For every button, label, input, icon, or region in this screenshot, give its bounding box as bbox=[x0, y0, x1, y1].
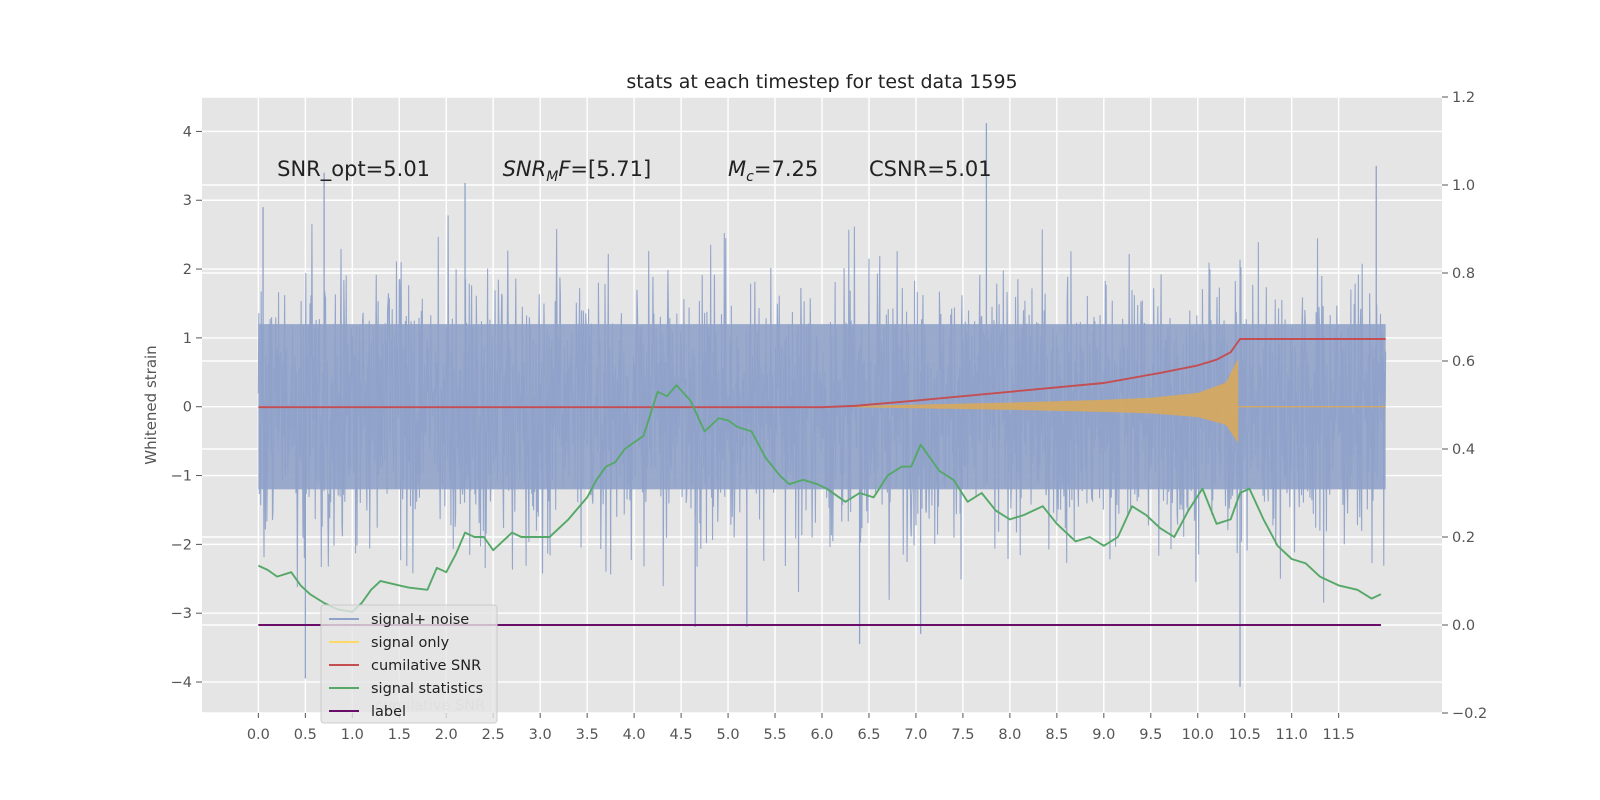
y2-tick-label: 1.0 bbox=[1452, 178, 1475, 194]
y-tick-label: −2 bbox=[171, 537, 192, 553]
x-tick-label: 8.0 bbox=[998, 727, 1021, 743]
y-tick-label: 3 bbox=[183, 193, 192, 209]
y2-tick-label: 0.8 bbox=[1452, 266, 1475, 282]
snr-opt-annotation: SNR_opt=5.01 bbox=[277, 157, 430, 182]
x-tick-label: 0.0 bbox=[247, 727, 270, 743]
csnr-annotation: CSNR=5.01 bbox=[869, 157, 992, 181]
x-tick-label: 7.0 bbox=[904, 727, 927, 743]
x-tick-label: 8.5 bbox=[1045, 727, 1068, 743]
x-tick-label: 9.0 bbox=[1092, 727, 1115, 743]
x-tick-label: 11.5 bbox=[1323, 727, 1355, 743]
legend-item-label-label: label bbox=[371, 704, 406, 720]
x-tick-label: 6.5 bbox=[857, 727, 880, 743]
y2-tick-label: 0.0 bbox=[1452, 618, 1475, 634]
legend-item-cumulative-snr-label: cumilative SNR bbox=[371, 658, 481, 674]
x-tick-label: 1.0 bbox=[341, 727, 364, 743]
y-tick-label: 2 bbox=[183, 262, 192, 278]
x-tick-label: 5.5 bbox=[763, 727, 786, 743]
y-tick-label: −3 bbox=[171, 606, 192, 622]
axes: 0.0 0.5 1.0 1.5 2.0 2.5 3.0 3.5 4.0 4.5 5.0 5.5 6.0 6… bbox=[171, 90, 1488, 743]
y-tick-label: −1 bbox=[171, 469, 192, 485]
x-tick-label: 3.5 bbox=[576, 727, 599, 743]
y-tick-label: 0 bbox=[183, 400, 192, 416]
x-tick-label: 6.0 bbox=[810, 727, 833, 743]
y-tick-label: −4 bbox=[171, 675, 192, 691]
y-tick-label: 1 bbox=[183, 331, 192, 347]
y-axis-label: Whitened strain bbox=[142, 345, 160, 464]
cumulative-snr-line bbox=[258, 338, 1386, 409]
mc-annotation: Mc=7.25 bbox=[728, 157, 818, 185]
snr-mf-annotation: SNRMF=[5.71] bbox=[503, 157, 652, 185]
y2-tick-label: 0.6 bbox=[1452, 354, 1475, 370]
x-tick-label: 10.5 bbox=[1229, 727, 1261, 743]
y2-tick-label: 1.2 bbox=[1452, 90, 1475, 106]
signal-only-waveform bbox=[850, 358, 1239, 443]
x-tick-label: 2.0 bbox=[435, 727, 458, 743]
x-tick-label: 1.5 bbox=[388, 727, 411, 743]
x-tick-label: 4.0 bbox=[623, 727, 646, 743]
signal-statistics-line bbox=[257, 384, 1382, 613]
legend-box bbox=[320, 604, 498, 724]
x-tick-label: 9.5 bbox=[1139, 727, 1162, 743]
legend-item-signal-statistics-label: signal statistics bbox=[371, 681, 483, 697]
y2-tick-label: 0.2 bbox=[1452, 530, 1475, 546]
x-tick-label: 2.5 bbox=[482, 727, 505, 743]
x-tick-label: 4.5 bbox=[670, 727, 693, 743]
x-tick-label: 0.5 bbox=[294, 727, 317, 743]
x-tick-label: 7.5 bbox=[951, 727, 974, 743]
x-tick-label: 5.0 bbox=[717, 727, 740, 743]
annotations: SNR_opt=5.01 SNRMF=[5.71] Mc=7.25 CSNR=5.01 bbox=[277, 157, 991, 185]
legend-item-signal-only-label: signal only bbox=[371, 635, 450, 651]
y2-tick-label: 0.4 bbox=[1452, 442, 1475, 458]
x-tick-label: 3.0 bbox=[529, 727, 552, 743]
x-tick-label: 11.0 bbox=[1276, 727, 1308, 743]
y-tick-label: 4 bbox=[183, 124, 192, 140]
x-tick-label: 10.0 bbox=[1182, 727, 1214, 743]
signal-only-series bbox=[850, 358, 1386, 443]
legend-item-signal-noise-label: signal+ noise bbox=[371, 612, 469, 628]
y2-tick-label: −0.2 bbox=[1452, 706, 1487, 722]
chart-title: stats at each timestep for test data 159… bbox=[626, 71, 1017, 93]
